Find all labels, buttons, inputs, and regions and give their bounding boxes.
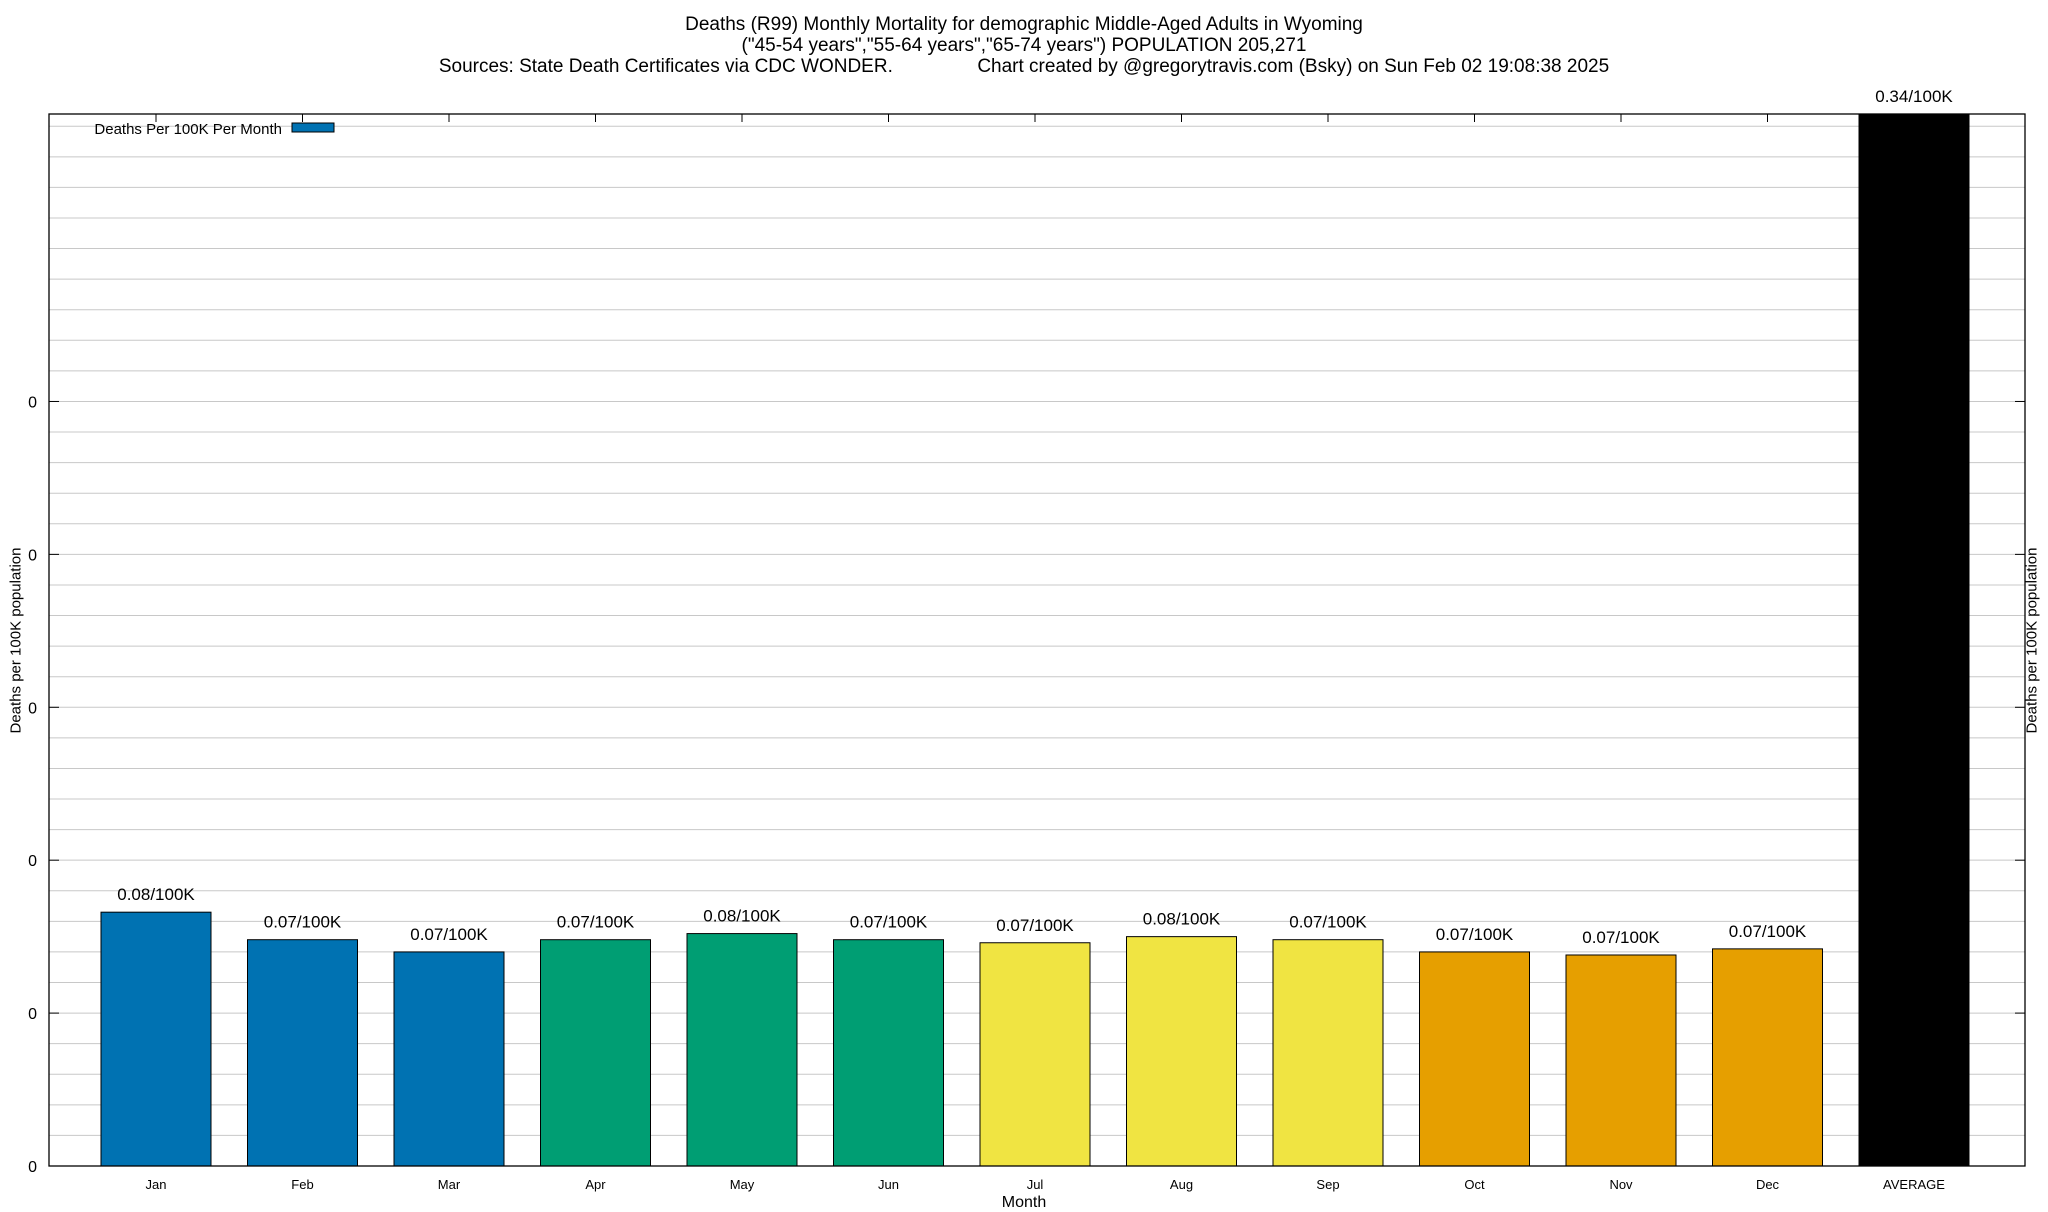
y-tick-label: 0 — [28, 394, 37, 411]
data-label: 0.07/100K — [1729, 922, 1807, 941]
x-tick-label: Mar — [438, 1177, 461, 1192]
plot-frame — [48, 113, 2026, 1167]
y-axis-label-left: Deaths per 100K population — [7, 547, 25, 733]
y-tick-labels: 0 0 0 0 0 0 — [28, 394, 37, 1176]
y-axis-label-right: Deaths per 100K population — [2023, 547, 2041, 733]
data-label: 0.07/100K — [264, 913, 342, 932]
y-tick-label: 0 — [28, 700, 37, 717]
legend-label: Deaths Per 100K Per Month — [94, 121, 282, 138]
y-tick-label: 0 — [28, 1159, 37, 1176]
bar-aug — [1126, 936, 1237, 1167]
bars — [100, 113, 1970, 1167]
data-label: 0.07/100K — [1436, 925, 1514, 944]
bar-jul — [979, 942, 1091, 1167]
x-axis-label: Month — [1001, 1194, 1047, 1211]
bar-sep — [1272, 939, 1384, 1167]
bar-nov — [1565, 954, 1677, 1167]
x-tick-label: AVERAGE — [1883, 1177, 1945, 1192]
data-label: 0.07/100K — [996, 916, 1074, 935]
bar-apr — [540, 939, 651, 1167]
x-tick-label: Nov — [1609, 1177, 1633, 1192]
x-tick-label: Aug — [1170, 1177, 1193, 1192]
x-tick-labels: Jan Feb Mar Apr May Jun Jul Aug Sep Oct Nov Dec AVER… — [146, 1177, 1946, 1192]
bar-oct — [1419, 951, 1530, 1167]
title-line-3: Sources: State Death Certificates via CD… — [438, 56, 1610, 77]
x-tick-label: Jun — [878, 1177, 899, 1192]
data-label: 0.07/100K — [1289, 913, 1367, 932]
y-tick-label: 0 — [28, 547, 37, 564]
title-line-2: ("45-54 years","55-64 years","65-74 year… — [741, 35, 1307, 56]
data-label: 0.08/100K — [117, 885, 195, 904]
bar-jun — [833, 939, 944, 1167]
data-label: 0.07/100K — [557, 913, 635, 932]
data-label: 0.07/100K — [410, 925, 488, 944]
x-tick-label: Oct — [1464, 1177, 1485, 1192]
bar-mar — [393, 951, 505, 1167]
x-tick-label: May — [730, 1177, 755, 1192]
bar-jan — [100, 911, 212, 1167]
data-label: 0.08/100K — [703, 907, 781, 926]
data-label: 0.34/100K — [1875, 87, 1953, 106]
bar-feb — [247, 939, 358, 1167]
data-labels: 0.08/100K 0.07/100K 0.07/100K 0.07/100K 0.08… — [117, 87, 1953, 947]
y-tick-label: 0 — [28, 1006, 37, 1023]
x-tick-label: Apr — [585, 1177, 606, 1192]
bar-may — [686, 933, 798, 1167]
title-line-1: Deaths (R99) Monthly Mortality for demog… — [685, 14, 1363, 35]
x-tick-label: Sep — [1316, 1177, 1339, 1192]
chart-title: Deaths (R99) Monthly Mortality for demog… — [0, 14, 2048, 77]
data-label: 0.07/100K — [1582, 928, 1660, 947]
x-tick-label: Jan — [146, 1177, 167, 1192]
data-label: 0.07/100K — [850, 913, 928, 932]
data-label: 0.08/100K — [1143, 910, 1221, 929]
legend-swatch — [291, 122, 335, 133]
bar-dec — [1712, 948, 1823, 1167]
bar-average — [1858, 113, 1970, 1167]
y-tick-label: 0 — [28, 853, 37, 870]
x-tick-label: Dec — [1756, 1177, 1780, 1192]
x-tick-label: Jul — [1027, 1177, 1044, 1192]
legend: Deaths Per 100K Per Month — [94, 121, 335, 138]
x-tick-label: Feb — [291, 1177, 313, 1192]
